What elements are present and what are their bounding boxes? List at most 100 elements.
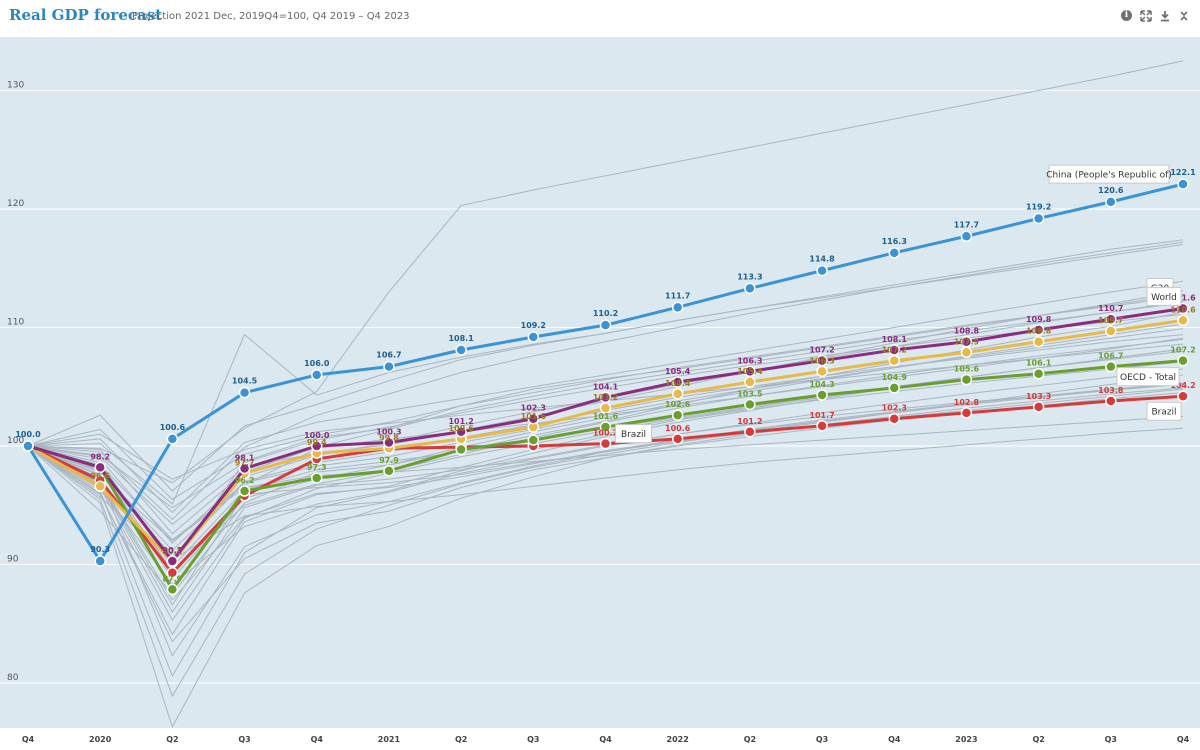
data-point-china-people-s-republic-of[interactable] — [960, 230, 973, 243]
data-point-china-people-s-republic-of[interactable] — [166, 433, 179, 445]
data-point-china-people-s-republic-of[interactable] — [744, 282, 756, 295]
data-point-g20[interactable] — [1105, 313, 1117, 325]
data-point-world[interactable] — [1105, 325, 1117, 337]
data-label-china-people-s-republic-of: 114.8 — [809, 255, 835, 264]
data-label-g20: 101.2 — [448, 417, 473, 426]
data-label-china-people-s-republic-of: 100.6 — [160, 423, 186, 432]
data-point-g20[interactable] — [671, 376, 684, 388]
data-label-g20: 105.4 — [665, 367, 691, 376]
data-label-brazil: 103.8 — [1098, 386, 1124, 395]
info-icon[interactable]: i — [1120, 9, 1133, 22]
background-series-line — [27, 293, 1184, 566]
data-point-g20[interactable] — [1032, 324, 1045, 336]
data-point-brazil[interactable] — [1032, 401, 1045, 413]
data-point-china-people-s-republic-of[interactable] — [455, 344, 467, 356]
data-point-world[interactable] — [671, 388, 684, 400]
data-point-brazil[interactable] — [599, 437, 612, 450]
data-point-brazil[interactable] — [888, 412, 900, 425]
data-label-oecd-total: 97.9 — [379, 456, 399, 465]
data-label-g20: 109.8 — [1026, 315, 1052, 324]
data-point-china-people-s-republic-of[interactable] — [888, 247, 900, 259]
data-point-brazil[interactable] — [1177, 390, 1189, 402]
chart-toolbar: i — [1120, 9, 1190, 22]
data-point-china-people-s-republic-of[interactable] — [311, 369, 323, 381]
plot-area — [0, 37, 1200, 728]
x-tick-label: Q3 — [1105, 735, 1117, 744]
data-point-g20[interactable] — [744, 365, 756, 378]
data-point-g20[interactable] — [94, 461, 106, 474]
data-point-china-people-s-republic-of[interactable] — [383, 360, 395, 373]
data-label-china-people-s-republic-of: 113.3 — [737, 272, 762, 281]
data-point-oecd-total[interactable] — [455, 443, 467, 456]
download-icon[interactable] — [1158, 9, 1171, 22]
data-label-world: 90.2 — [163, 547, 183, 556]
data-point-oecd-total[interactable] — [1105, 360, 1117, 373]
data-point-brazil[interactable] — [671, 433, 684, 445]
data-label-china-people-s-republic-of: 90.3 — [90, 545, 110, 554]
data-point-oecd-total[interactable] — [527, 434, 540, 446]
background-series-line — [27, 244, 1184, 505]
data-point-oecd-total[interactable] — [888, 382, 900, 394]
data-point-g20[interactable] — [599, 391, 612, 404]
data-point-g20[interactable] — [238, 462, 251, 475]
data-point-oecd-total[interactable] — [238, 485, 251, 497]
data-point-g20[interactable] — [888, 344, 900, 356]
data-point-oecd-total[interactable] — [744, 398, 756, 411]
data-point-g20[interactable] — [311, 440, 323, 452]
data-point-world[interactable] — [1032, 335, 1045, 348]
data-point-oecd-total[interactable] — [1032, 367, 1045, 380]
background-series-line — [27, 280, 1184, 514]
data-point-world[interactable] — [94, 480, 106, 493]
data-point-oecd-total[interactable] — [816, 389, 828, 401]
x-tick-label: 2020 — [89, 735, 112, 744]
highlighted-series — [22, 178, 1189, 596]
data-point-china-people-s-republic-of[interactable] — [238, 386, 251, 399]
data-point-china-people-s-republic-of[interactable] — [1177, 178, 1189, 190]
data-point-oecd-total[interactable] — [383, 465, 395, 477]
data-point-world[interactable] — [816, 365, 828, 378]
series-tag: China (People's Republic of) — [1046, 164, 1172, 184]
data-point-oecd-total[interactable] — [1177, 354, 1189, 367]
data-point-china-people-s-republic-of[interactable] — [1032, 212, 1045, 225]
data-point-g20[interactable] — [383, 436, 395, 449]
data-point-oecd-total[interactable] — [960, 373, 973, 386]
data-point-world[interactable] — [960, 346, 973, 359]
x-tick-label: Q3 — [238, 735, 250, 744]
data-label-g20: 108.1 — [882, 335, 908, 344]
data-point-oecd-total[interactable] — [599, 421, 612, 433]
data-label-world: 103.2 — [593, 393, 618, 402]
data-label-g20: 104.1 — [593, 382, 619, 391]
line-chart: 80 90 100 110 120 130 Q4 2020 Q2 Q3 Q4 2021 Q2 Q3 Q4 2… — [0, 37, 1200, 744]
data-label-china-people-s-republic-of: 116.3 — [882, 237, 907, 246]
expand-icon[interactable] — [1139, 9, 1152, 22]
data-point-china-people-s-republic-of[interactable] — [527, 331, 540, 343]
series-tag-label: World — [1151, 293, 1177, 303]
data-point-brazil[interactable] — [1105, 395, 1117, 407]
data-point-world[interactable] — [744, 376, 756, 388]
data-point-oecd-total[interactable] — [671, 409, 684, 421]
data-point-china-people-s-republic-of[interactable] — [816, 264, 828, 277]
data-point-china-people-s-republic-of[interactable] — [22, 440, 34, 452]
data-point-oecd-total[interactable] — [166, 583, 179, 596]
data-point-world[interactable] — [1177, 314, 1189, 327]
data-point-china-people-s-republic-of[interactable] — [599, 319, 612, 331]
collapse-icon[interactable] — [1177, 9, 1190, 22]
background-series-line — [27, 296, 1184, 500]
data-point-g20[interactable] — [455, 426, 467, 438]
data-point-china-people-s-republic-of[interactable] — [1105, 196, 1117, 208]
data-point-g20[interactable] — [527, 412, 540, 425]
data-point-g20[interactable] — [166, 555, 179, 567]
data-point-china-people-s-republic-of[interactable] — [671, 301, 684, 314]
data-point-oecd-total[interactable] — [311, 472, 323, 484]
data-point-g20[interactable] — [816, 354, 828, 367]
data-point-brazil[interactable] — [816, 420, 828, 432]
data-label-china-people-s-republic-of: 109.2 — [521, 321, 546, 330]
data-point-g20[interactable] — [1177, 302, 1189, 315]
data-label-oecd-total: 101.6 — [593, 412, 619, 421]
data-point-brazil[interactable] — [960, 407, 973, 419]
data-label-world: 107.9 — [954, 337, 980, 346]
data-point-brazil[interactable] — [744, 426, 756, 438]
data-point-g20[interactable] — [960, 335, 973, 348]
data-point-world[interactable] — [888, 354, 900, 367]
data-point-china-people-s-republic-of[interactable] — [94, 555, 106, 567]
